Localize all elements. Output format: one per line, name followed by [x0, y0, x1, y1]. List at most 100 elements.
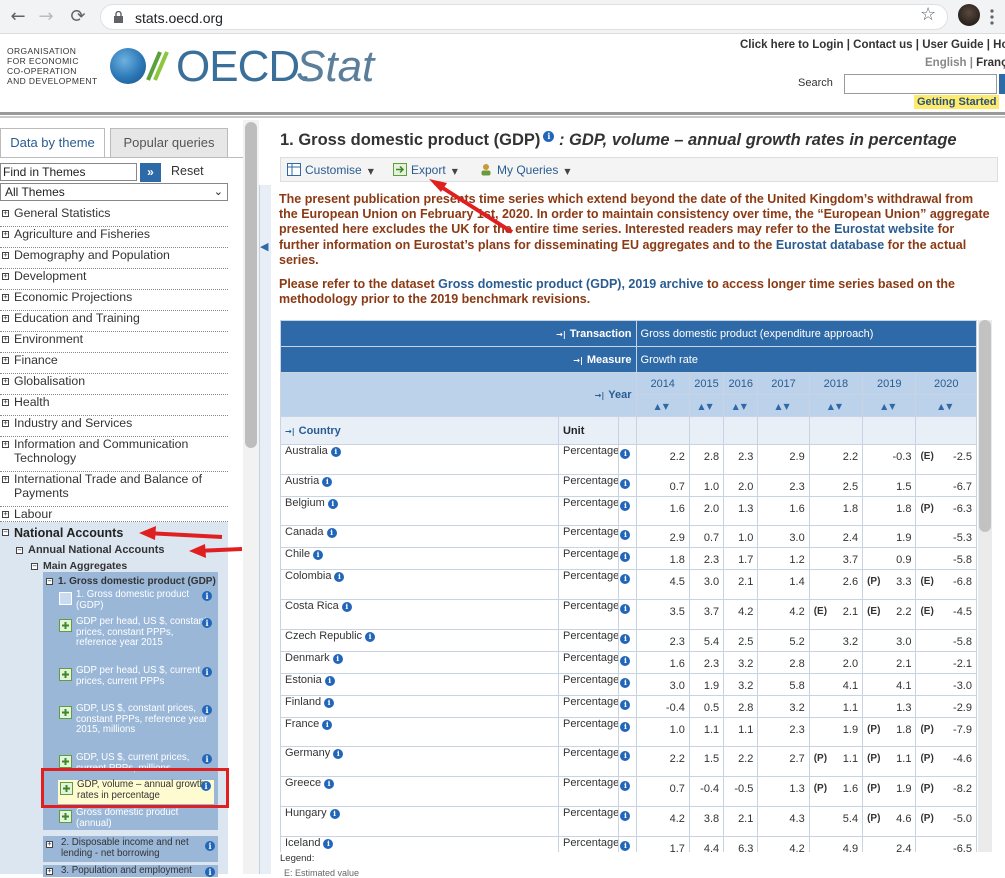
expand-plus-icon[interactable]: + [2, 251, 9, 259]
sort-arrows-icon[interactable]: ▲▼ [688, 394, 725, 417]
gdp-subgroup-3[interactable]: + 3. Population and employment i [43, 865, 218, 877]
value-cell[interactable]: 2.1 [723, 569, 759, 600]
value-cell[interactable]: 2.0 [808, 651, 864, 674]
info-icon[interactable]: i [202, 705, 212, 715]
dataset-item[interactable]: GDP per head, US $, constant prices, con… [57, 616, 215, 663]
value-cell[interactable]: -5.8 [915, 629, 977, 652]
unit-info-cell[interactable]: i [618, 836, 637, 852]
sort-arrows-icon[interactable]: ▲▼ [723, 394, 759, 417]
value-cell[interactable]: -2.9 [915, 695, 977, 718]
value-cell[interactable]: 3.8 [688, 806, 725, 837]
value-cell[interactable]: 1.8 [862, 496, 917, 526]
info-icon[interactable]: i [620, 449, 631, 459]
value-cell[interactable]: 1.5 [688, 746, 725, 777]
collapse-minus-icon[interactable]: − [31, 562, 38, 570]
info-icon[interactable]: i [324, 779, 335, 789]
expand-plus-icon[interactable]: + [2, 293, 9, 301]
expand-plus-icon[interactable]: + [2, 475, 9, 483]
value-cell[interactable]: 1.1 [723, 717, 759, 747]
info-icon[interactable]: i [620, 501, 631, 511]
value-cell[interactable]: 4.2 [723, 599, 759, 630]
search-button[interactable] [999, 74, 1005, 94]
find-button[interactable]: » [140, 163, 161, 182]
value-cell[interactable]: 1.6 [757, 496, 810, 526]
year-header[interactable]: 2020 [915, 372, 977, 395]
value-cell[interactable]: (P) -4.6 [915, 746, 977, 777]
info-icon[interactable]: i [205, 841, 215, 851]
country-cell[interactable]: Estonia i [280, 673, 559, 696]
value-cell[interactable]: 0.7 [635, 776, 690, 807]
value-cell[interactable]: 2.3 [688, 547, 725, 570]
year-header[interactable]: 2017 [757, 372, 810, 395]
value-cell[interactable]: -0.4 [688, 776, 725, 807]
info-icon[interactable]: i [323, 839, 334, 849]
country-cell[interactable]: Australia i [280, 444, 559, 475]
info-icon[interactable]: i [341, 602, 352, 612]
export-menu[interactable]: Export ▼ [393, 163, 458, 177]
my-queries-menu[interactable]: My Queries ▼ [479, 163, 571, 177]
value-cell[interactable]: 0.7 [635, 474, 690, 497]
value-cell[interactable]: 1.6 [635, 496, 690, 526]
country-cell[interactable]: Austria i [280, 474, 559, 497]
eurostat-database-link[interactable]: Eurostat database [775, 237, 885, 252]
sort-arrows-icon[interactable]: ▲▼ [915, 394, 977, 417]
value-cell[interactable]: 0.5 [688, 695, 725, 718]
annual-national-accounts[interactable]: Annual National Accounts [28, 544, 165, 556]
value-cell[interactable]: 2.5 [808, 474, 864, 497]
value-cell[interactable]: 1.9 [688, 673, 725, 696]
value-cell[interactable]: 0.7 [688, 525, 725, 548]
info-icon[interactable]: i [332, 654, 343, 664]
unit-info-cell[interactable]: i [618, 776, 637, 807]
value-cell[interactable]: 3.0 [635, 673, 690, 696]
expand-plus-icon[interactable]: + [2, 356, 9, 364]
value-cell[interactable]: 4.3 [757, 806, 810, 837]
info-icon[interactable]: i [620, 574, 631, 584]
login-link[interactable]: Click here to Login [740, 39, 844, 51]
theme-national-accounts[interactable]: National Accounts [14, 526, 124, 540]
back-icon[interactable]: ← [10, 6, 26, 27]
country-cell[interactable]: Belgium i [280, 496, 559, 526]
value-cell[interactable]: 2.9 [757, 444, 810, 475]
value-cell[interactable]: (E) -4.5 [915, 599, 977, 630]
info-icon[interactable]: i [620, 479, 631, 489]
value-cell[interactable]: -5.3 [915, 525, 977, 548]
country-cell[interactable]: Iceland i [280, 836, 559, 852]
value-cell[interactable]: 4.4 [688, 836, 725, 852]
value-cell[interactable]: 3.0 [757, 525, 810, 548]
value-cell[interactable]: 2.3 [757, 474, 810, 497]
value-cell[interactable]: 1.7 [723, 547, 759, 570]
find-in-themes-input[interactable]: Find in Themes [0, 163, 137, 181]
main-aggregates[interactable]: Main Aggregates [43, 560, 128, 572]
info-icon[interactable]: i [202, 618, 212, 628]
theme-industry[interactable]: + Industry and Services [0, 416, 228, 437]
collapse-sidebar-bar[interactable] [259, 185, 271, 874]
value-cell[interactable]: 2.3 [688, 651, 725, 674]
country-cell[interactable]: Czech Republic i [280, 629, 559, 652]
value-cell[interactable]: 1.0 [723, 525, 759, 548]
unit-info-cell[interactable]: i [618, 746, 637, 777]
dataset-item[interactable]: 1. Gross domestic product (GDP) i [57, 589, 215, 616]
gdp-group-title[interactable]: 1. Gross domestic product (GDP) [58, 576, 216, 587]
info-icon[interactable]: i [365, 632, 376, 642]
sort-arrows-icon[interactable]: ▲▼ [757, 394, 810, 417]
expand-plus-icon[interactable]: + [2, 314, 9, 322]
year-header[interactable]: 2016 [723, 372, 759, 395]
value-cell[interactable]: 2.2 [808, 444, 864, 475]
info-icon[interactable]: i [543, 131, 555, 142]
value-cell[interactable]: -0.3 [862, 444, 917, 475]
value-cell[interactable]: 6.3 [723, 836, 759, 852]
value-cell[interactable]: 1.9 [862, 525, 917, 548]
value-cell[interactable]: -2.1 [915, 651, 977, 674]
unit-info-cell[interactable]: i [618, 496, 637, 526]
value-cell[interactable]: 2.3 [723, 444, 759, 475]
value-cell[interactable]: 1.6 [635, 651, 690, 674]
collapse-minus-icon[interactable]: − [16, 546, 23, 554]
expand-plus-icon[interactable]: + [2, 209, 9, 217]
expand-plus-icon[interactable]: + [2, 335, 9, 343]
value-cell[interactable]: 3.2 [757, 695, 810, 718]
info-icon[interactable]: i [329, 809, 340, 819]
theme-finance[interactable]: + Finance [0, 353, 228, 374]
value-cell[interactable]: 2.8 [688, 444, 725, 475]
value-cell[interactable]: (P) -7.9 [915, 717, 977, 747]
value-cell[interactable]: (P) 1.1 [808, 746, 864, 777]
